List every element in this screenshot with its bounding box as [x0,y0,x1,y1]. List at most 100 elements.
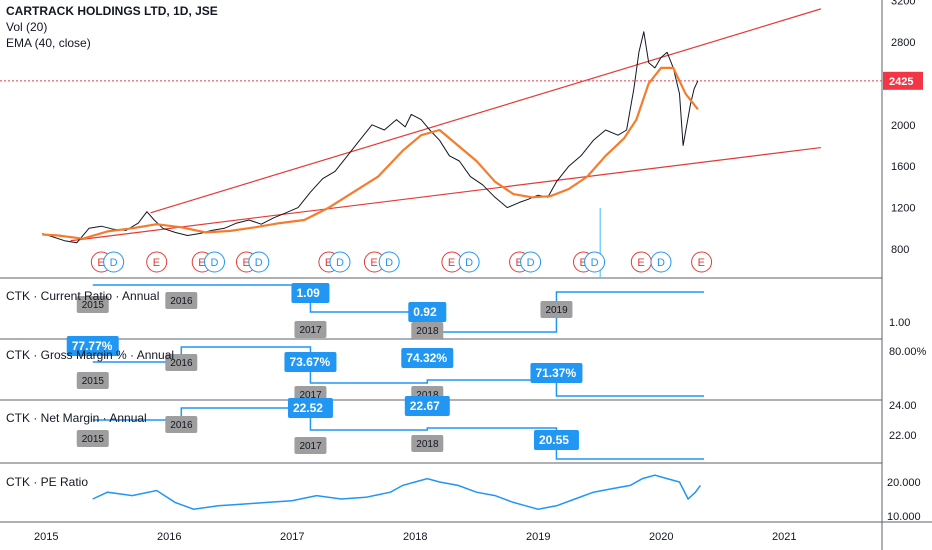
time-tick-label: 2015 [34,531,58,543]
price-tick-label: 3200 [891,0,915,8]
time-tick-label: 2021 [772,531,796,543]
event-marker-label: D [211,257,219,269]
value-badge-label: 22.52 [293,401,323,415]
value-badge[interactable] [66,336,119,356]
year-badge[interactable] [76,372,109,389]
event-marker-label: E [516,257,523,269]
value-badge[interactable] [533,430,579,450]
price-tick-label: 800 [891,244,909,256]
fund-tick-label: 1.00 [889,317,910,329]
year-badge-label: 2019 [545,305,568,316]
year-badge-label: 2016 [170,358,193,369]
year-badge[interactable] [165,416,198,433]
year-badge-label: 2015 [82,300,105,311]
year-badge-label: 2017 [299,325,322,336]
ema-legend[interactable]: EMA (40, close) [6,36,91,50]
fund-tick-label: 24.00 [889,400,917,412]
event-marker-label: D [657,257,665,269]
event-marker-label: E [153,257,160,269]
price-tick-label: 1600 [891,161,915,173]
pe-ratio-label[interactable]: CTK · PE Ratio [6,475,89,489]
event-marker[interactable] [458,251,480,273]
event-marker[interactable] [378,251,400,273]
event-marker-label: E [198,257,205,269]
time-tick-label: 2018 [403,531,427,543]
year-badge[interactable] [294,321,327,338]
value-badge-label: 74.32% [406,351,447,365]
fund-tick-label: 22.00 [889,430,917,442]
value-badge[interactable] [408,302,447,322]
price-tick-label: 1200 [891,203,915,215]
time-tick-label: 2016 [157,531,181,543]
event-marker-label: E [637,257,644,269]
event-marker[interactable] [146,251,168,273]
year-badge[interactable] [540,301,573,318]
event-marker[interactable] [584,251,606,273]
year-badge[interactable] [294,437,327,454]
year-badge-label: 2016 [170,296,193,307]
ema-line [42,66,699,240]
last-price-value: 2425 [889,76,913,88]
net-margin-label[interactable]: CTK · Net Margin · Annual [6,411,147,425]
symbol-title[interactable]: CARTRACK HOLDINGS LTD, 1D, JSE [6,4,218,18]
value-badge[interactable] [287,398,333,418]
event-marker-label: D [110,257,118,269]
time-tick-label: 2020 [649,531,673,543]
year-badge-label: 2017 [299,441,322,452]
year-badge[interactable] [165,354,198,371]
event-marker[interactable] [204,251,226,273]
value-badge[interactable] [291,283,330,303]
price-tick-label: 2800 [891,37,915,49]
event-marker-label: D [255,257,263,269]
vol-legend[interactable]: Vol (20) [6,20,48,34]
event-marker-label: E [97,257,104,269]
event-marker-label: E [370,257,377,269]
pe-line [92,474,702,510]
fund-step-line [92,407,705,460]
year-badge-label: 2018 [416,439,439,450]
event-marker-label: E [698,257,705,269]
value-badge-label: 71.37% [535,366,576,380]
year-badge[interactable] [411,322,444,339]
year-badge-label: 2015 [82,376,105,387]
event-marker[interactable] [103,251,125,273]
trend-line[interactable] [70,146,821,242]
year-badge[interactable] [76,430,109,447]
value-badge-label: 0.92 [413,305,437,319]
time-tick-label: 2017 [280,531,304,543]
value-badge[interactable] [530,363,583,383]
event-marker-label: E [580,257,587,269]
year-badge-label: 2015 [82,434,105,445]
current-ratio-label[interactable]: CTK · Current Ratio · Annual [6,289,160,303]
event-marker-label: D [336,257,344,269]
event-marker[interactable] [329,251,351,273]
event-marker-label: E [325,257,332,269]
year-badge[interactable] [165,292,198,309]
last-price-tag [883,71,923,90]
pe-tick-label: 10.000 [887,511,921,523]
year-badge[interactable] [411,435,444,452]
value-badge-label: 22.67 [410,399,440,413]
event-marker[interactable] [248,251,270,273]
trend-line[interactable] [150,8,822,214]
year-badge-label: 2016 [170,420,193,431]
main-legend: CARTRACK HOLDINGS LTD, 1D, JSE Vol (20) … [6,3,218,51]
event-marker-label: E [448,257,455,269]
value-badge[interactable] [284,352,337,372]
price-line [42,31,699,244]
time-tick-label: 2019 [526,531,550,543]
event-marker-label: D [527,257,535,269]
event-marker[interactable] [650,251,672,273]
event-marker[interactable] [691,251,713,273]
value-badge-label: 77.77% [72,339,113,353]
year-badge-label: 2017 [299,390,322,401]
value-badge[interactable] [401,348,454,368]
gross-margin-label[interactable]: CTK · Gross Margin % · Annual [6,348,175,362]
value-badge-label: 73.67% [289,355,330,369]
value-badge[interactable] [404,396,450,416]
event-marker[interactable] [520,251,542,273]
year-badge[interactable] [76,296,109,313]
event-marker-label: D [385,257,393,269]
